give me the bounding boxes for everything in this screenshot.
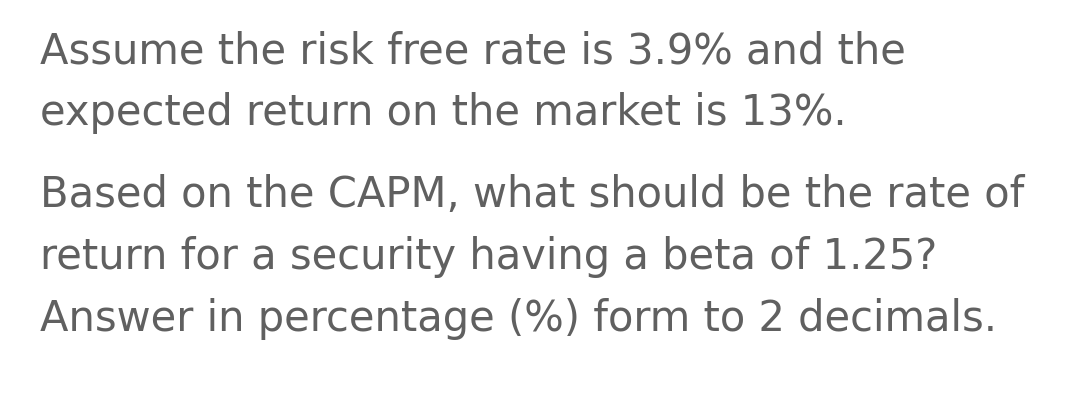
Text: expected return on the market is 13%.: expected return on the market is 13%. [40, 92, 847, 134]
Text: return for a security having a beta of 1.25?: return for a security having a beta of 1… [40, 236, 937, 278]
Text: Answer in percentage (%) form to 2 decimals.: Answer in percentage (%) form to 2 decim… [40, 298, 997, 340]
Text: Assume the risk free rate is 3.9% and the: Assume the risk free rate is 3.9% and th… [40, 30, 906, 72]
Text: Based on the CAPM, what should be the rate of: Based on the CAPM, what should be the ra… [40, 174, 1024, 216]
